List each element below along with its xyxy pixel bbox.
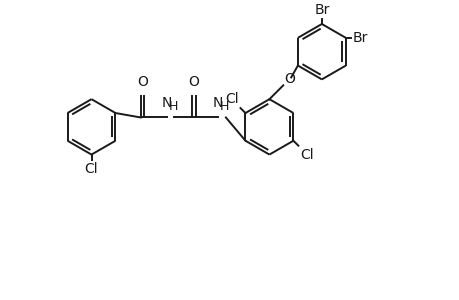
Text: Cl: Cl [300, 148, 313, 162]
Text: H: H [168, 100, 178, 112]
Text: O: O [137, 75, 148, 89]
Text: Cl: Cl [84, 161, 98, 176]
Text: Br: Br [352, 31, 367, 45]
Text: H: H [220, 100, 229, 112]
Text: O: O [188, 75, 199, 89]
Text: Br: Br [313, 3, 329, 17]
Text: N: N [161, 96, 171, 110]
Text: N: N [213, 96, 223, 110]
Text: O: O [283, 72, 294, 86]
Text: Cl: Cl [224, 92, 238, 106]
